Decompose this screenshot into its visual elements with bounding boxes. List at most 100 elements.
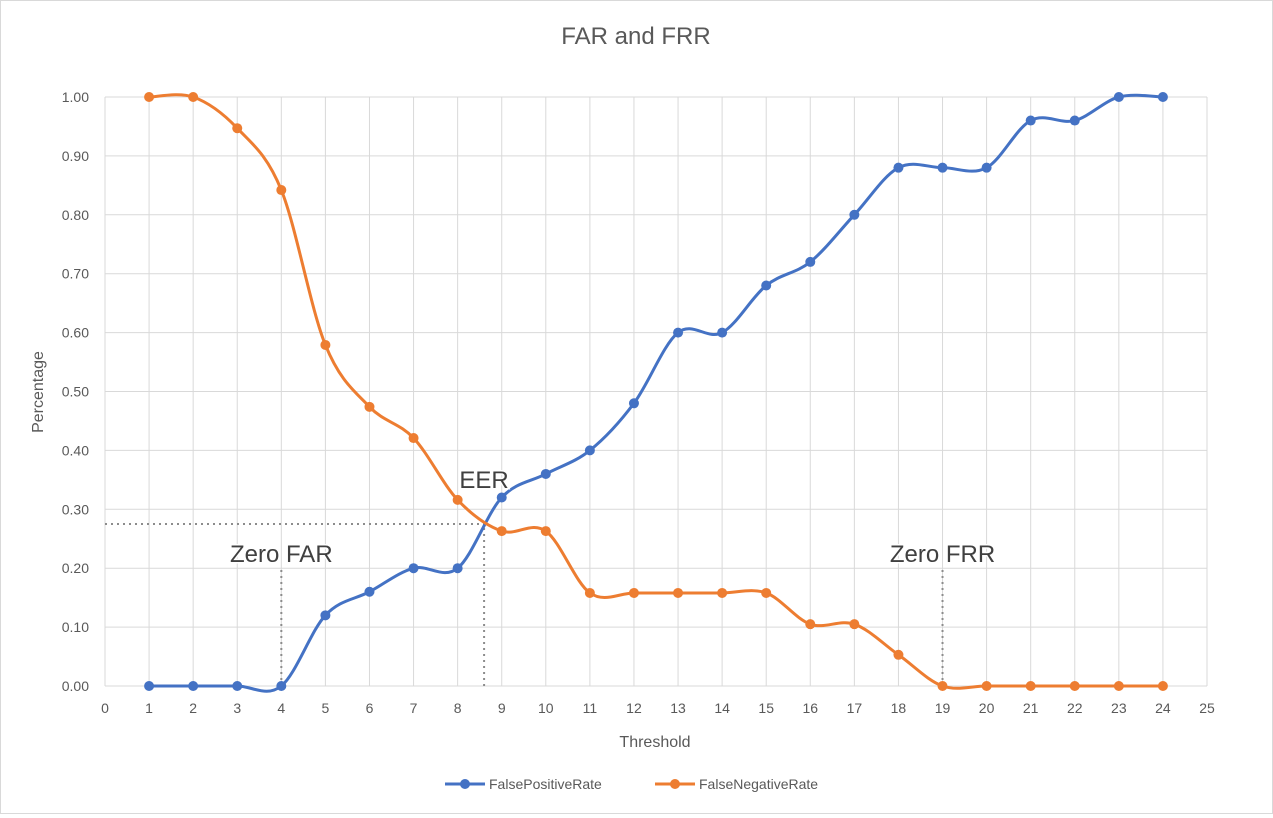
data-point-FalseNegativeRate <box>717 587 728 598</box>
series-line-FalsePositiveRate <box>149 93 1163 693</box>
series-lines <box>149 93 1163 693</box>
data-point-FalsePositiveRate <box>584 445 595 456</box>
x-tick-label: 10 <box>538 700 554 716</box>
data-point-FalseNegativeRate <box>144 92 155 102</box>
data-point-FalseNegativeRate <box>673 587 684 598</box>
legend-label: FalseNegativeRate <box>699 776 818 792</box>
data-point-FalsePositiveRate <box>673 327 684 338</box>
annotation-label: Zero FRR <box>890 541 995 568</box>
chart-title: FAR and FRR <box>561 23 710 50</box>
data-point-FalseNegativeRate <box>320 339 331 350</box>
x-tick-label: 0 <box>101 700 109 716</box>
y-tick-label: 0.90 <box>62 148 89 164</box>
x-tick-label: 17 <box>847 700 863 716</box>
y-tick-label: 0.00 <box>62 678 89 694</box>
data-point-FalseNegativeRate <box>761 587 772 598</box>
data-point-FalseNegativeRate <box>805 619 816 630</box>
data-point-FalseNegativeRate <box>849 619 860 630</box>
data-point-FalseNegativeRate <box>893 649 904 660</box>
annotations: EER Zero FAR Zero FRR <box>228 466 996 570</box>
y-tick-label: 0.20 <box>62 560 89 576</box>
data-point-FalsePositiveRate <box>1025 115 1036 126</box>
data-point-FalseNegativeRate <box>276 185 287 196</box>
data-point-FalsePositiveRate <box>805 256 816 267</box>
y-tick-label: 0.50 <box>62 384 89 400</box>
x-tick-label: 12 <box>626 700 642 716</box>
x-tick-label: 13 <box>670 700 686 716</box>
data-point-FalseNegativeRate <box>584 587 595 598</box>
x-tick-label: 19 <box>935 700 951 716</box>
data-point-FalseNegativeRate <box>937 681 948 691</box>
y-tick-label: 0.30 <box>62 501 89 517</box>
series-points <box>144 92 1168 691</box>
data-point-FalsePositiveRate <box>276 681 287 691</box>
y-tick-label: 1.00 <box>62 89 89 105</box>
data-point-FalsePositiveRate <box>540 468 551 479</box>
data-point-FalseNegativeRate <box>1113 681 1124 691</box>
data-point-FalseNegativeRate <box>364 401 375 412</box>
data-point-FalsePositiveRate <box>232 681 243 691</box>
y-tick-label: 0.60 <box>62 325 89 341</box>
data-point-FalsePositiveRate <box>408 563 419 574</box>
x-tick-label: 3 <box>233 700 241 716</box>
data-point-FalseNegativeRate <box>452 494 463 505</box>
gridlines <box>104 96 1208 687</box>
data-point-FalseNegativeRate <box>1069 681 1080 691</box>
data-point-FalsePositiveRate <box>496 492 507 503</box>
data-point-FalseNegativeRate <box>408 433 419 444</box>
annotation-label: EER <box>459 467 508 494</box>
y-axis-label: Percentage <box>30 351 47 433</box>
y-tick-label: 0.70 <box>62 266 89 282</box>
y-tick-label: 0.10 <box>62 619 89 635</box>
data-point-FalsePositiveRate <box>761 280 772 291</box>
x-tick-label: 2 <box>189 700 197 716</box>
data-point-FalsePositiveRate <box>849 209 860 220</box>
data-point-FalsePositiveRate <box>364 586 375 597</box>
data-point-FalsePositiveRate <box>144 681 155 691</box>
y-axis-ticks: 0.00 0.10 0.20 0.30 0.40 0.50 0.60 0.70 0.80 0.90… <box>62 89 89 694</box>
x-tick-label: 18 <box>891 700 907 716</box>
legend: FalsePositiveRate FalseNegativeRate <box>445 776 818 792</box>
x-tick-label: 1 <box>145 700 153 716</box>
x-tick-label: 9 <box>498 700 506 716</box>
legend-marker-FalseNegativeRate <box>670 779 680 789</box>
data-point-FalsePositiveRate <box>1113 92 1124 102</box>
data-point-FalsePositiveRate <box>893 162 904 173</box>
x-tick-label: 14 <box>714 700 730 716</box>
x-tick-label: 16 <box>802 700 818 716</box>
data-point-FalseNegativeRate <box>540 526 551 537</box>
x-tick-label: 25 <box>1199 700 1215 716</box>
data-point-FalsePositiveRate <box>320 610 331 621</box>
data-point-FalseNegativeRate <box>981 681 992 691</box>
x-tick-label: 21 <box>1023 700 1039 716</box>
reference-lines <box>105 523 944 686</box>
data-point-FalsePositiveRate <box>1069 115 1080 126</box>
data-point-FalsePositiveRate <box>937 162 948 173</box>
legend-marker-FalsePositiveRate <box>460 779 470 789</box>
data-point-FalsePositiveRate <box>981 162 992 173</box>
x-tick-label: 24 <box>1155 700 1171 716</box>
data-point-FalseNegativeRate <box>1025 681 1036 691</box>
x-axis-label: Threshold <box>619 734 690 751</box>
data-point-FalseNegativeRate <box>628 587 639 598</box>
x-tick-label: 6 <box>366 700 374 716</box>
annotation-label: Zero FAR <box>230 541 333 568</box>
y-tick-label: 0.80 <box>62 207 89 223</box>
data-point-FalseNegativeRate <box>1157 681 1168 691</box>
data-point-FalseNegativeRate <box>496 526 507 537</box>
data-point-FalseNegativeRate <box>232 123 243 134</box>
data-point-FalseNegativeRate <box>188 92 199 102</box>
x-tick-label: 20 <box>979 700 995 716</box>
x-tick-label: 8 <box>454 700 462 716</box>
data-point-FalsePositiveRate <box>452 563 463 574</box>
x-tick-label: 5 <box>322 700 330 716</box>
data-point-FalsePositiveRate <box>717 327 728 338</box>
y-tick-label: 0.40 <box>62 442 89 458</box>
legend-label: FalsePositiveRate <box>489 776 602 792</box>
data-point-FalsePositiveRate <box>1157 92 1168 102</box>
x-tick-label: 4 <box>277 700 285 716</box>
x-axis-ticks: 0 1 2 3 4 5 6 7 8 9 10 11 12 13 14 15 16 17 18 19 20 21 22 23 24… <box>101 700 1215 716</box>
x-tick-label: 22 <box>1067 700 1083 716</box>
